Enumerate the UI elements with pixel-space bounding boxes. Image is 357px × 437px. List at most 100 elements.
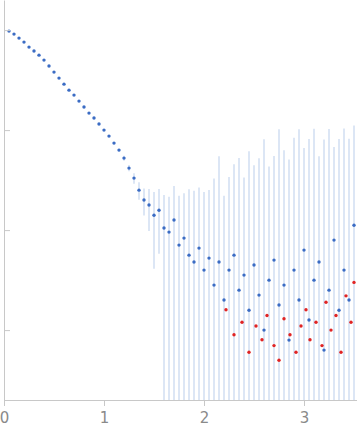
point [342, 268, 345, 271]
point [182, 236, 185, 239]
x-tick-mark [4, 400, 5, 406]
error-bar [273, 156, 274, 400]
point [142, 198, 145, 201]
y-tick-mark [4, 230, 10, 231]
point [242, 273, 245, 276]
point [117, 148, 120, 151]
point [332, 238, 335, 241]
point [292, 268, 295, 271]
point [254, 324, 257, 327]
error-bar [183, 193, 184, 400]
point [202, 268, 205, 271]
error-bar [313, 129, 314, 400]
y-tick [4, 230, 10, 231]
error-bar [188, 189, 189, 400]
error-bar [218, 156, 219, 400]
error-bar [283, 150, 284, 400]
point [307, 318, 310, 321]
point [92, 116, 95, 119]
point [232, 253, 235, 256]
x-tick: 1 [100, 400, 110, 427]
y-tick-mark [4, 30, 10, 31]
point [334, 314, 337, 317]
plot: 0123 [0, 1, 357, 428]
point [112, 141, 115, 144]
x-tick-label: 1 [100, 409, 110, 427]
point [308, 338, 311, 341]
point [322, 348, 325, 351]
point [52, 70, 55, 73]
x-tick: 2 [200, 400, 210, 427]
point [107, 134, 110, 137]
error-bar [318, 156, 319, 400]
point [147, 203, 150, 206]
error-bar [143, 189, 144, 216]
point [287, 338, 290, 341]
point [240, 320, 243, 323]
error-bar [338, 139, 339, 400]
point [77, 99, 80, 102]
point [352, 223, 355, 226]
series [9, 31, 354, 400]
point [324, 301, 327, 304]
point [32, 49, 35, 52]
y-axis-line [4, 1, 5, 401]
x-tick-mark [304, 400, 305, 406]
error-bar [163, 195, 164, 400]
point [247, 351, 250, 354]
error-bar [248, 151, 249, 400]
y-tick-mark [4, 130, 10, 131]
point [42, 58, 45, 61]
point [67, 88, 70, 91]
point [97, 122, 100, 125]
error-bar [343, 128, 344, 400]
point [37, 53, 40, 56]
error-bar [193, 191, 194, 400]
error-bar [333, 147, 334, 400]
point [339, 351, 342, 354]
point [132, 176, 135, 179]
error-bar [213, 178, 214, 400]
point [172, 218, 175, 221]
point [192, 260, 195, 263]
y-tick [4, 30, 10, 31]
point [297, 298, 300, 301]
x-axis: 0123 [0, 400, 357, 427]
point [197, 246, 200, 249]
y-tick-mark [4, 330, 10, 331]
point [277, 359, 280, 362]
point [302, 248, 305, 251]
point [257, 293, 260, 296]
point [82, 105, 85, 108]
point [137, 188, 140, 191]
point [157, 209, 160, 212]
y-tick [4, 330, 10, 331]
point [260, 338, 263, 341]
error-bar [238, 158, 239, 400]
point [17, 36, 20, 39]
point [27, 45, 30, 48]
error-bar [268, 167, 269, 400]
point [347, 298, 350, 301]
point [177, 243, 180, 246]
point [22, 40, 25, 43]
point [72, 93, 75, 96]
point [122, 156, 125, 159]
x-tick-label: 3 [300, 409, 310, 427]
error-bar [298, 129, 299, 400]
error-bar [168, 197, 169, 400]
x-tick: 3 [300, 400, 310, 427]
y-axis [4, 1, 10, 401]
x-tick-label: 2 [200, 409, 210, 427]
point [352, 281, 355, 284]
error-bar [303, 148, 304, 400]
error-bar [323, 139, 324, 400]
error-bar [353, 125, 354, 400]
point [277, 303, 280, 306]
point [317, 260, 320, 263]
point [282, 317, 285, 320]
point [12, 32, 15, 35]
point [212, 283, 215, 286]
point [320, 344, 323, 347]
error-bar [208, 190, 209, 400]
